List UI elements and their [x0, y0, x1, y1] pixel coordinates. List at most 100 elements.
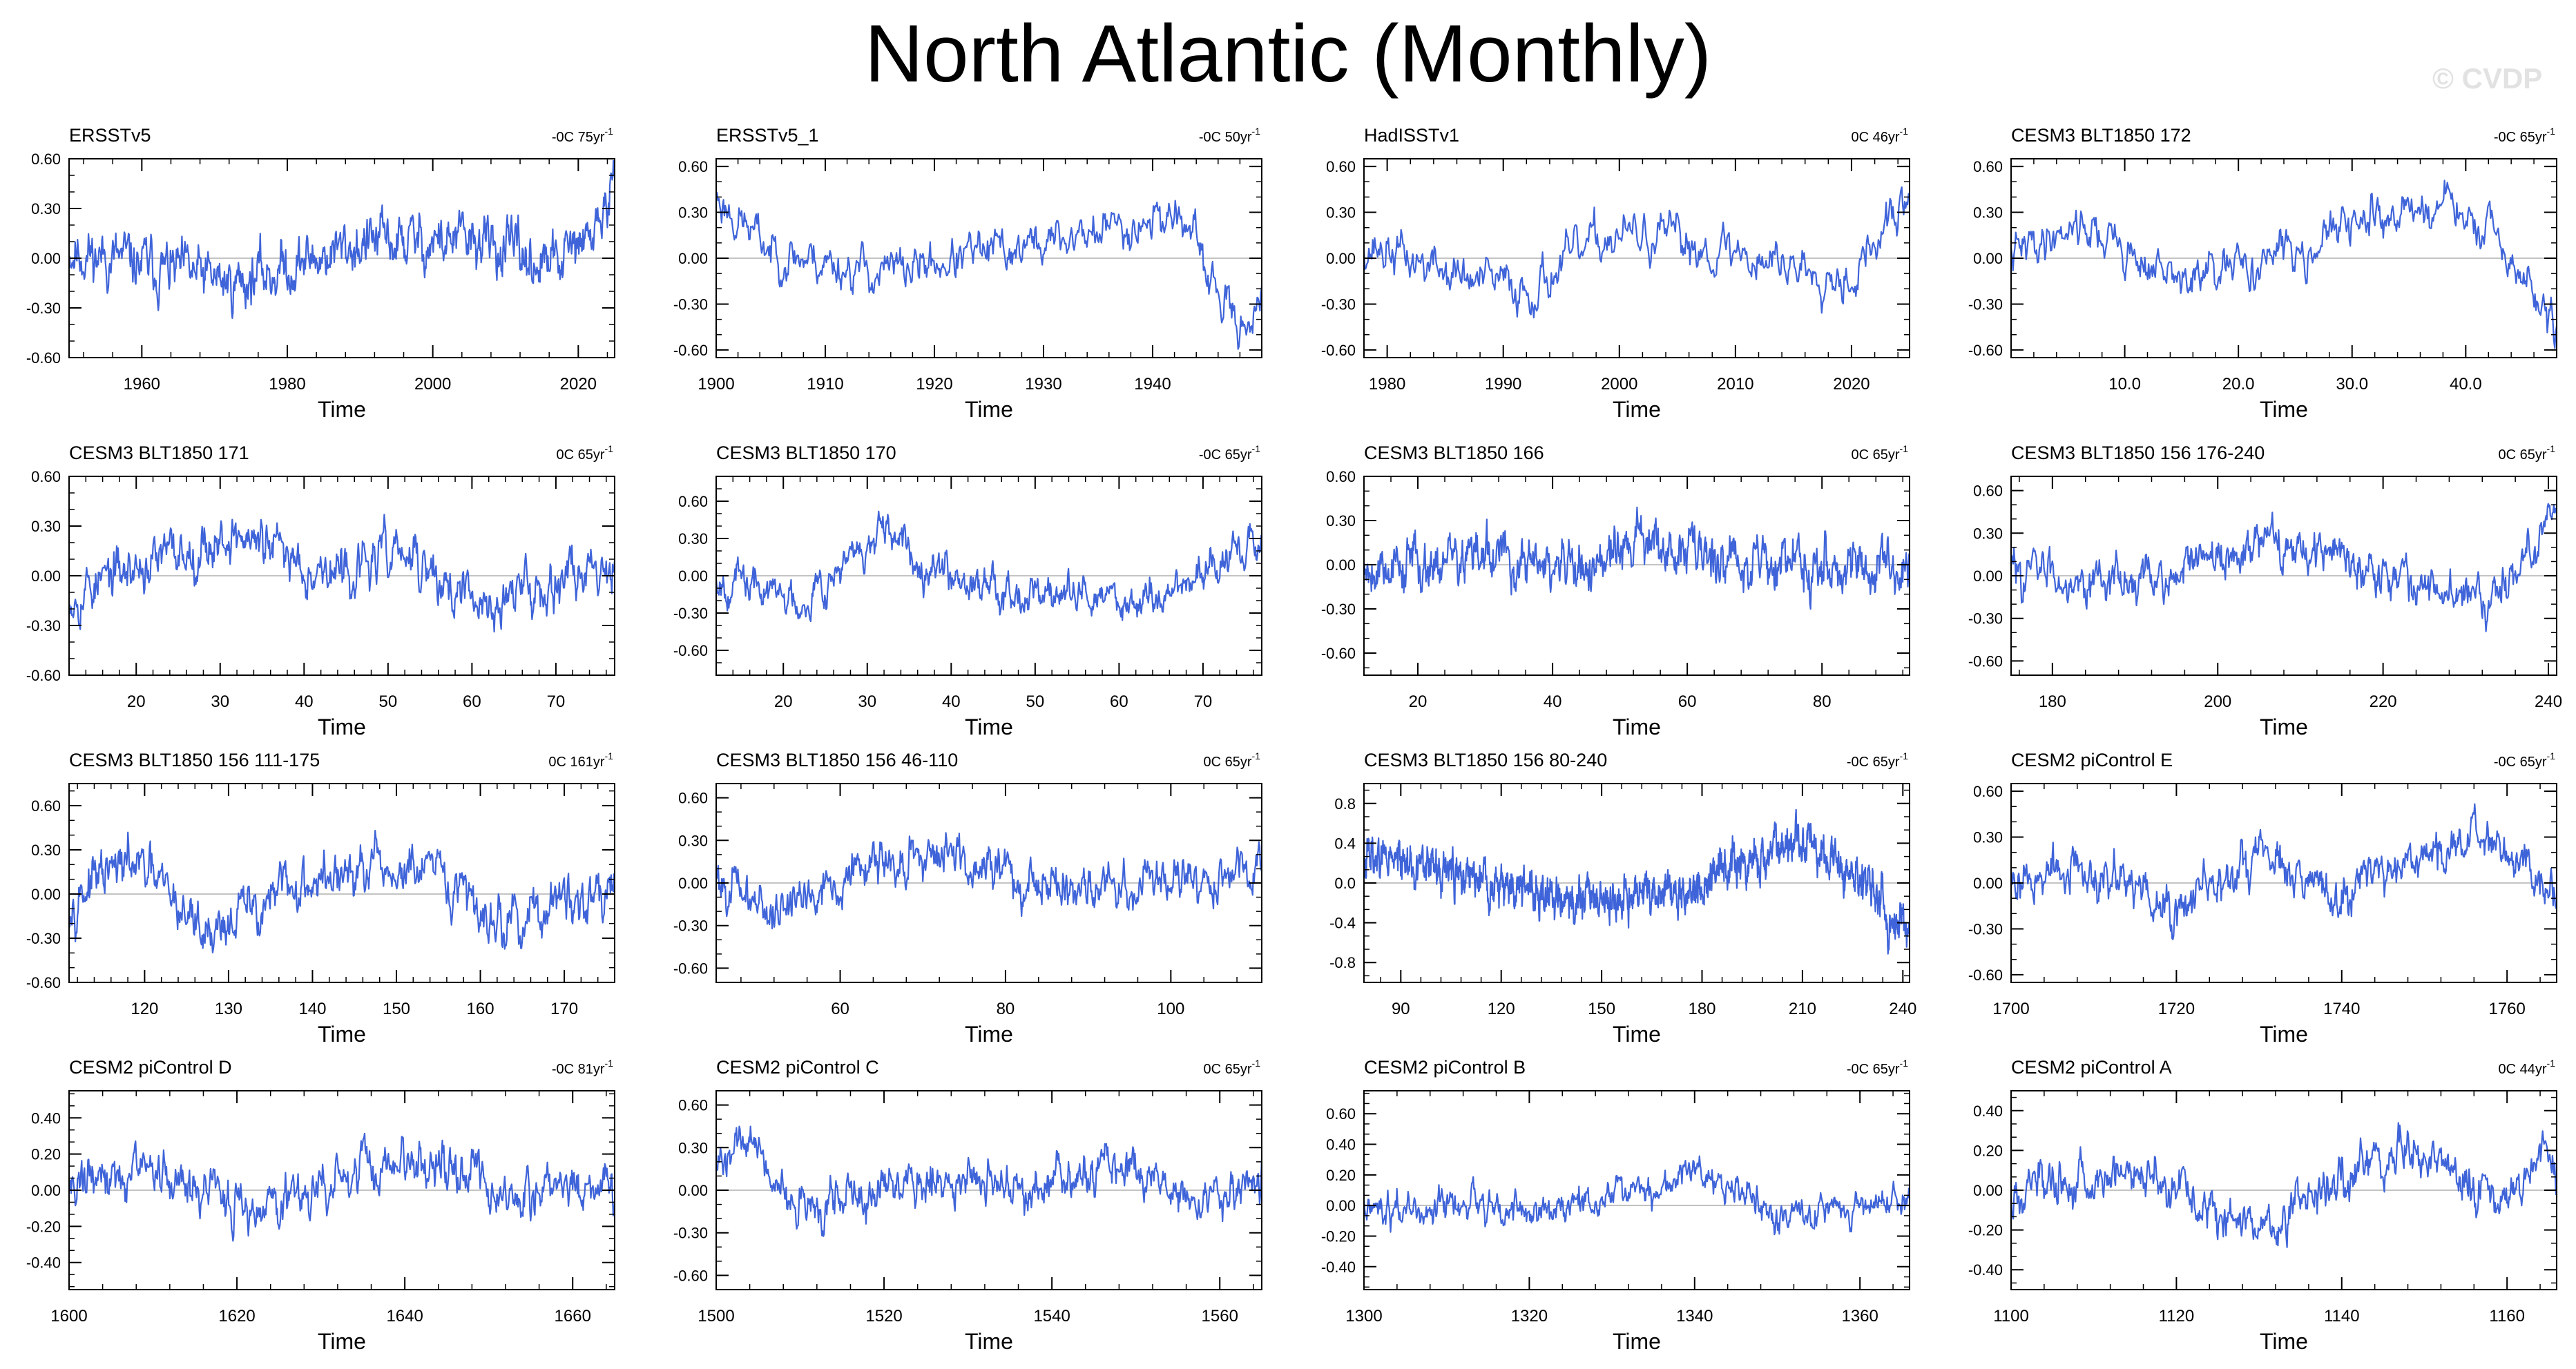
trend-label: 0C 65yr-1 — [1204, 750, 1261, 770]
series-line — [2010, 503, 2558, 632]
panel-title: CESM3 BLT1850 172 — [2011, 125, 2191, 146]
x-tick-label: 70 — [547, 692, 566, 711]
y-tick-label: 0.60 — [1326, 1105, 1356, 1123]
x-axis-label: Time — [318, 1329, 366, 1354]
x-tick-label: 1360 — [1841, 1307, 1878, 1326]
x-tick-label: 1100 — [1993, 1307, 2029, 1326]
trend-label: -0C 65yr-1 — [1199, 443, 1260, 463]
y-tick-label: 0.60 — [31, 151, 61, 168]
x-tick-label: 200 — [2204, 692, 2231, 711]
x-tick-label: 40 — [1544, 692, 1562, 711]
y-tick-label: 0.60 — [1326, 158, 1356, 175]
series-line — [68, 159, 616, 319]
x-tick-label: 180 — [1688, 1000, 1715, 1018]
panel-title: CESM3 BLT1850 156 80-240 — [1364, 750, 1607, 770]
y-tick-label: 0.30 — [1973, 525, 2003, 542]
panel-7: 20 40 60 80 -0.60 -0.30 0.00 0.30 0.60 CESM3 BLT1… — [1321, 443, 1911, 739]
x-tick-label: 80 — [1813, 692, 1832, 711]
trend-label: -0C 81yr-1 — [552, 1058, 613, 1077]
y-tick-label: -0.60 — [1321, 342, 1356, 359]
x-tick-label: 130 — [215, 1000, 242, 1018]
y-tick-label: -0.40 — [26, 1254, 61, 1272]
x-tick-label: 1980 — [1369, 375, 1405, 394]
x-tick-label: 1760 — [2488, 1000, 2525, 1018]
x-tick-label: 210 — [1789, 1000, 1816, 1018]
x-tick-label: 170 — [550, 1000, 578, 1018]
x-tick-label: 1560 — [1202, 1307, 1238, 1326]
series-line — [2010, 1122, 2558, 1248]
x-tick-label: 1900 — [698, 375, 734, 394]
y-tick-label: 0.00 — [678, 1182, 708, 1199]
y-tick-label: 0.00 — [1326, 556, 1356, 574]
x-tick-label: 240 — [2535, 692, 2562, 711]
x-axis-label: Time — [2260, 397, 2308, 422]
panel-title: CESM2 piControl A — [2011, 1057, 2172, 1078]
x-axis-label: Time — [318, 1022, 366, 1047]
x-axis-label: Time — [1613, 715, 1661, 739]
trend-label: 0C 65yr-1 — [1852, 443, 1909, 463]
y-tick-label: -0.30 — [26, 930, 61, 947]
y-tick-label: 0.60 — [1326, 468, 1356, 485]
y-tick-label: -0.60 — [1968, 967, 2003, 984]
x-tick-label: 1320 — [1511, 1307, 1548, 1326]
x-tick-label: 1980 — [269, 375, 305, 394]
x-tick-label: 50 — [1026, 692, 1044, 711]
x-tick-label: 140 — [298, 1000, 326, 1018]
y-tick-label: 0.30 — [1326, 512, 1356, 530]
y-tick-label: 0.60 — [31, 468, 61, 485]
y-tick-label: 0.00 — [678, 567, 708, 585]
y-tick-label: -0.30 — [26, 617, 61, 634]
y-tick-label: 0.30 — [31, 200, 61, 217]
y-tick-label: -0.60 — [26, 974, 61, 991]
trend-label: 0C 65yr-1 — [557, 443, 614, 463]
y-tick-label: 0.4 — [1334, 835, 1356, 852]
y-tick-label: 0.60 — [1973, 783, 2003, 800]
x-tick-label: 2020 — [560, 375, 597, 394]
y-tick-label: 0.40 — [1973, 1103, 2003, 1120]
y-tick-label: -0.30 — [26, 300, 61, 317]
x-axis-label: Time — [318, 397, 366, 422]
panel-title: HadISSTv1 — [1364, 125, 1459, 146]
y-tick-label: 0.60 — [1973, 483, 2003, 500]
y-tick-label: 0.30 — [1973, 204, 2003, 222]
y-tick-label: -0.30 — [673, 1225, 708, 1242]
panel-title: CESM2 piControl B — [1364, 1057, 1526, 1078]
x-tick-label: 50 — [378, 692, 397, 711]
panel-16: 1100 1120 1140 1160 -0.40 -0.20 0.00 0.20 0.40 CE… — [1968, 1057, 2558, 1354]
x-tick-label: 2020 — [1833, 375, 1869, 394]
x-tick-label: 150 — [1588, 1000, 1615, 1018]
x-tick-label: 1910 — [807, 375, 843, 394]
y-tick-label: 0.00 — [1326, 1197, 1356, 1214]
x-axis-label: Time — [1613, 1022, 1661, 1047]
y-tick-label: 0.00 — [1973, 1182, 2003, 1199]
y-tick-label: 0.00 — [1973, 875, 2003, 892]
x-tick-label: 60 — [1110, 692, 1128, 711]
x-tick-label: 1120 — [2159, 1307, 2195, 1326]
y-tick-label: 0.30 — [1973, 829, 2003, 846]
x-axis-label: Time — [965, 1329, 1013, 1354]
x-tick-label: 70 — [1194, 692, 1213, 711]
y-tick-label: 0.30 — [678, 1139, 708, 1156]
y-tick-label: 0.00 — [1973, 567, 2003, 585]
y-tick-label: -0.30 — [1968, 920, 2003, 938]
panel-13: 1600 1620 1640 1660 -0.40 -0.20 0.00 0.20 0.40 CE… — [26, 1057, 616, 1354]
series-line — [1363, 506, 1911, 610]
series-line — [68, 830, 616, 953]
x-axis-label: Time — [2260, 1329, 2308, 1354]
series-line — [68, 1132, 616, 1242]
y-tick-label: -0.8 — [1329, 954, 1356, 971]
y-tick-label: -0.60 — [26, 349, 61, 367]
panel-title: ERSSTv5_1 — [716, 125, 819, 146]
panel-5: 20 30 40 50 60 70 -0.60 -0.30 0.00 0.30 0.60 CESM3 … — [26, 443, 616, 739]
trend-label: -0C 50yr-1 — [1199, 126, 1260, 145]
panel-2: 1900 1910 1920 1930 1940 -0.60 -0.30 0.00 0.30 0.… — [673, 125, 1263, 422]
y-tick-label: 0.00 — [31, 250, 61, 267]
y-tick-label: -0.40 — [1321, 1259, 1356, 1276]
x-tick-label: 100 — [1157, 1000, 1184, 1018]
x-tick-label: 120 — [131, 1000, 158, 1018]
trend-label: -0C 65yr-1 — [1847, 1058, 1908, 1077]
x-tick-label: 20 — [127, 692, 146, 711]
y-tick-label: -0.20 — [1968, 1222, 2003, 1239]
y-tick-label: -0.30 — [1968, 610, 2003, 628]
